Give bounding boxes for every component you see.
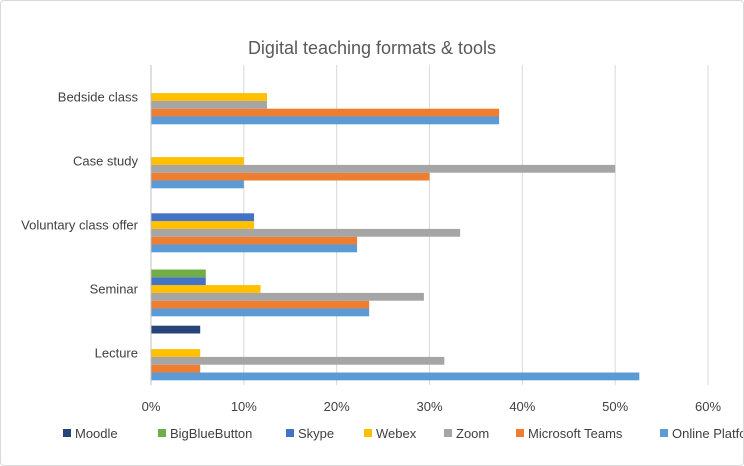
bar: [151, 292, 424, 301]
bars: [151, 93, 640, 381]
bar: [151, 180, 244, 189]
x-tick-label: 20%: [324, 399, 350, 414]
category-label: Lecture: [95, 346, 138, 361]
bar: [151, 108, 500, 117]
bar: [151, 372, 640, 381]
bar: [151, 277, 206, 286]
legend-swatch: [158, 429, 166, 437]
bar: [151, 285, 261, 293]
bar: [151, 157, 244, 165]
legend-label: BigBlueButton: [170, 426, 252, 441]
legend-label: Microsoft Teams: [528, 426, 623, 441]
legend-swatch: [364, 429, 372, 437]
category-label: Bedside class: [58, 90, 139, 105]
legend: Moodle BigBlueButton Skype Webex Zoom Microso…: [63, 426, 743, 441]
bar: [151, 213, 255, 222]
bar: [151, 164, 616, 173]
bar: [151, 221, 255, 229]
x-tick-label: 40%: [509, 399, 535, 414]
bar: [151, 364, 201, 373]
bar: [151, 269, 206, 278]
x-tick-label: 60%: [695, 399, 721, 414]
legend-label: Webex: [376, 426, 417, 441]
legend-swatch: [516, 429, 524, 437]
x-tick-label: 30%: [416, 399, 442, 414]
bar: [151, 172, 430, 181]
bar: [151, 356, 445, 365]
x-tick-label: 10%: [231, 399, 257, 414]
x-tick-label: 0%: [142, 399, 161, 414]
category-label: Voluntary class offer: [21, 218, 138, 233]
legend-label: Online Platform: [672, 426, 743, 441]
bar: [151, 308, 370, 317]
bar: [151, 325, 201, 334]
bar: [151, 116, 500, 125]
legend-swatch: [444, 429, 452, 437]
bar: [151, 100, 268, 109]
bar: [151, 349, 201, 357]
legend-label: Moodle: [75, 426, 118, 441]
category-label: Case study: [73, 154, 139, 169]
legend-swatch: [286, 429, 294, 437]
category-label: Seminar: [90, 282, 139, 297]
legend-label: Zoom: [456, 426, 489, 441]
bar: [151, 300, 370, 309]
chart-title: Digital teaching formats & tools: [248, 38, 496, 58]
bar: [151, 93, 268, 101]
x-tick-label: 50%: [602, 399, 628, 414]
bar: [151, 236, 358, 245]
axes: 0% 10% 20% 30% 40% 50% 60% Bedside class Case st…: [21, 65, 721, 414]
legend-label: Skype: [298, 426, 334, 441]
bar: [151, 244, 358, 253]
legend-swatch: [63, 429, 71, 437]
bar: [151, 228, 461, 237]
legend-swatch: [660, 429, 668, 437]
